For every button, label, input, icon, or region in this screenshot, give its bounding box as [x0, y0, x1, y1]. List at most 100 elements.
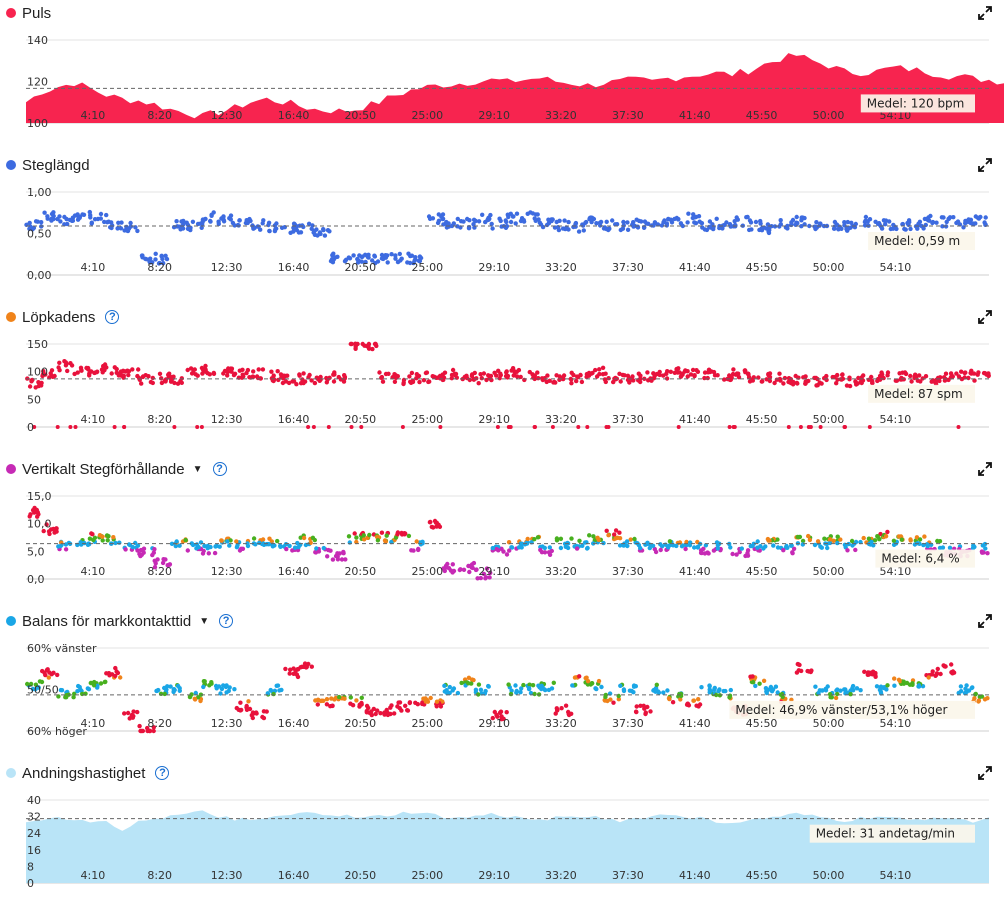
data-point	[292, 545, 298, 550]
data-point	[373, 260, 378, 266]
data-point	[702, 551, 708, 556]
expand-icon[interactable]	[978, 614, 992, 628]
data-point	[397, 251, 402, 257]
data-point	[115, 670, 121, 676]
data-point	[72, 371, 77, 377]
data-point	[772, 380, 777, 386]
data-point	[113, 665, 118, 671]
data-point	[65, 368, 70, 374]
data-point	[380, 379, 386, 384]
chart-plot-vertikalt: 15,0 10,0 5,0 0,0 4:10 8:20 12:30 16:40 20:50 25:…	[26, 490, 990, 586]
data-point	[466, 675, 472, 680]
data-point	[736, 375, 742, 380]
data-point	[300, 223, 305, 228]
data-point	[897, 678, 903, 684]
data-point	[862, 223, 868, 228]
y-tick-label: 0,50	[27, 228, 52, 241]
data-point	[466, 563, 471, 569]
data-point	[324, 702, 330, 707]
help-icon[interactable]: ?	[219, 614, 234, 628]
data-point	[679, 372, 685, 377]
data-point	[113, 540, 118, 546]
data-point	[49, 216, 54, 221]
expand-icon[interactable]	[978, 462, 992, 476]
dropdown-caret-icon[interactable]: ▼	[192, 463, 203, 475]
data-point	[871, 543, 876, 548]
data-point	[63, 547, 69, 552]
data-point	[781, 381, 786, 386]
data-point	[219, 538, 224, 543]
data-point	[461, 567, 467, 572]
data-point	[545, 373, 550, 378]
data-point	[694, 703, 699, 708]
data-point	[504, 370, 509, 375]
data-point	[257, 540, 262, 545]
data-point	[153, 561, 158, 566]
x-tick-label: 25:00	[411, 261, 443, 274]
data-point	[594, 221, 599, 226]
data-point	[306, 221, 312, 226]
data-point	[929, 672, 935, 677]
x-tick-label: 12:30	[211, 261, 243, 274]
expand-icon[interactable]	[978, 310, 992, 324]
data-point	[698, 548, 704, 553]
data-point	[312, 232, 318, 237]
data-point	[372, 254, 378, 259]
data-point	[707, 224, 712, 230]
x-tick-label: 12:30	[211, 717, 243, 730]
data-point	[874, 684, 880, 689]
data-point	[657, 372, 662, 378]
data-point	[602, 698, 608, 703]
data-point	[185, 226, 191, 231]
data-point	[608, 697, 613, 702]
expand-icon[interactable]	[978, 158, 992, 172]
help-icon[interactable]: ?	[105, 310, 120, 324]
data-point	[157, 371, 163, 376]
data-point	[822, 536, 827, 541]
data-point	[818, 425, 823, 429]
help-icon[interactable]: ?	[155, 766, 170, 780]
data-point	[160, 256, 165, 262]
data-point	[123, 547, 128, 552]
data-point	[637, 218, 642, 224]
data-point	[45, 667, 50, 672]
data-point	[907, 219, 912, 225]
dropdown-caret-icon[interactable]: ▼	[199, 615, 210, 627]
data-point	[625, 220, 630, 225]
data-point	[297, 373, 302, 378]
data-point	[511, 214, 516, 219]
data-point	[321, 545, 326, 551]
data-point	[748, 220, 754, 225]
chart-panel-andning: Andningshastighet? 40 32 24 16 8 0 4:10 8:20 12:3…	[0, 760, 1004, 912]
data-point	[692, 545, 697, 550]
data-point	[900, 221, 905, 227]
mean-label-box	[809, 824, 975, 843]
data-point	[159, 380, 165, 386]
data-point	[366, 344, 371, 349]
help-icon[interactable]: ?	[212, 462, 227, 476]
chart-header[interactable]: Vertikalt Stegförhållande ▼?	[6, 460, 227, 478]
data-point	[808, 425, 813, 429]
data-point	[849, 220, 854, 225]
data-point	[135, 548, 140, 553]
data-point	[111, 535, 116, 540]
data-point	[193, 690, 198, 696]
data-point	[692, 220, 697, 225]
expand-icon[interactable]	[978, 766, 992, 780]
data-point	[596, 678, 602, 684]
data-point	[845, 548, 850, 553]
x-tick-label: 45:50	[746, 109, 778, 122]
data-point	[472, 370, 477, 376]
data-point	[359, 695, 364, 700]
chart-header[interactable]: Balans för markkontakttid ▼?	[6, 612, 234, 630]
data-point	[126, 372, 131, 378]
legend-dot-icon	[6, 464, 16, 474]
data-point	[951, 215, 956, 220]
data-point	[346, 534, 352, 539]
expand-icon[interactable]	[978, 6, 992, 20]
data-point	[727, 425, 732, 429]
data-point	[617, 530, 622, 535]
data-point	[869, 539, 874, 545]
data-point	[444, 219, 449, 225]
x-tick-label: 37:30	[612, 565, 644, 578]
